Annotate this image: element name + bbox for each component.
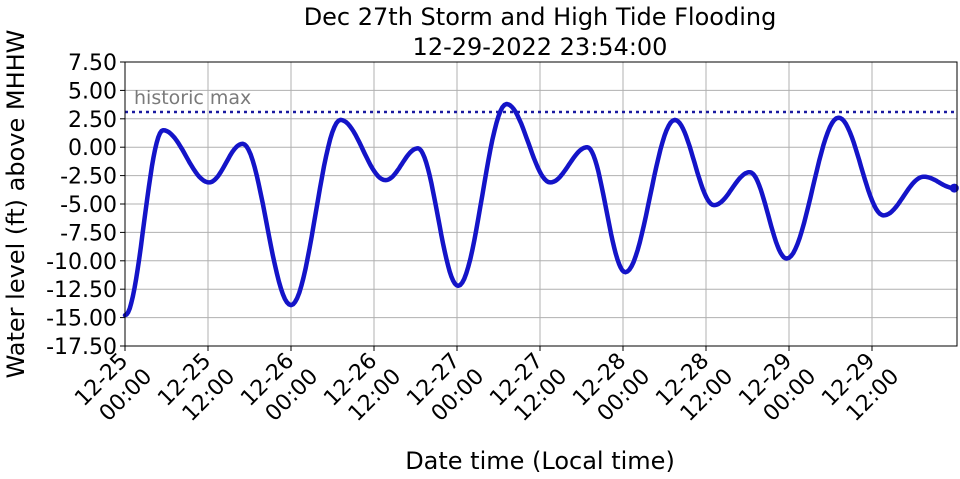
y-tick-label: 5.00 bbox=[68, 79, 117, 104]
y-tick-label: -17.50 bbox=[46, 335, 117, 360]
chart-title: Dec 27th Storm and High Tide Flooding bbox=[304, 3, 777, 31]
historic-max-reference: historic max bbox=[125, 87, 957, 114]
y-tick-label: -15.00 bbox=[46, 307, 117, 332]
y-tick-label: -5.00 bbox=[60, 193, 117, 218]
y-tick-label: 0.00 bbox=[68, 136, 117, 161]
y-tick-label: -2.50 bbox=[60, 165, 117, 190]
plot-frame bbox=[124, 61, 958, 347]
historic-max-label: historic max bbox=[134, 87, 251, 109]
y-tick-label: -10.00 bbox=[46, 250, 117, 275]
chart-subtitle: 12-29-2022 23:54:00 bbox=[413, 33, 668, 61]
y-tick-label: -7.50 bbox=[60, 221, 117, 246]
y-axis-label: Water level (ft) above MHHW bbox=[2, 30, 30, 379]
y-tick-label: 2.50 bbox=[68, 108, 117, 133]
y-axis-ticks: 7.50 5.00 2.50 0.00 -2.50 -5.00 -7.50 -10.00 -12… bbox=[46, 51, 125, 360]
series-layer bbox=[122, 101, 959, 318]
x-axis-label: Date time (Local time) bbox=[405, 447, 675, 475]
y-tick-label: 7.50 bbox=[68, 51, 117, 76]
y-tick-label: -12.50 bbox=[46, 278, 117, 303]
x-axis-ticks: 12-2500:0012-2512:0012-2600:0012-2612:00… bbox=[70, 346, 904, 427]
